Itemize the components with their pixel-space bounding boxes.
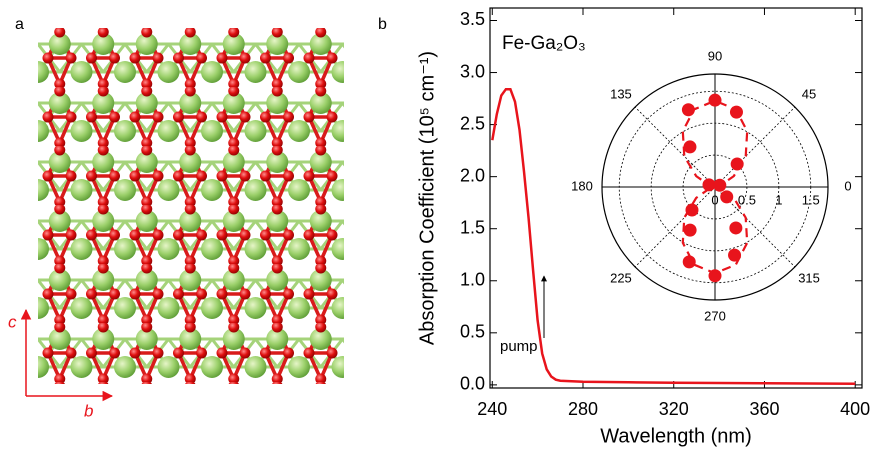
- crystal-structure: [38, 28, 344, 384]
- axis-letter: b: [84, 401, 93, 420]
- angle-tick-label: 45: [802, 87, 816, 102]
- x-tick-label: 360: [749, 399, 779, 419]
- polar-point: [720, 190, 734, 204]
- angle-tick-label: 135: [610, 87, 632, 102]
- y-tick-label: 2.0: [460, 165, 485, 185]
- y-tick-label: 1.5: [460, 217, 485, 237]
- pump-label: pump: [500, 338, 538, 355]
- angle-tick-label: 180: [571, 178, 593, 193]
- polar-point: [730, 157, 744, 171]
- polar-point: [729, 221, 743, 235]
- polar-point: [683, 223, 697, 237]
- polar-point: [708, 93, 722, 107]
- panel-label: a: [15, 16, 24, 33]
- angle-tick-label: 270: [704, 308, 726, 323]
- x-tick-label: 240: [477, 399, 507, 419]
- plot-frame: [489, 7, 863, 389]
- polar-spoke: [714, 106, 796, 188]
- angle-tick-label: 225: [610, 270, 632, 285]
- angle-tick-label: 315: [798, 270, 820, 285]
- panel-label: b: [378, 16, 387, 33]
- r-tick-label: 1.5: [802, 192, 820, 207]
- y-axis-label: Absorption Coefficient (10⁵ cm⁻¹): [416, 51, 438, 345]
- r-tick-label: 1: [775, 192, 782, 207]
- sample-label: Fe-Ga₂O₃: [502, 33, 586, 54]
- angle-tick-label: 90: [708, 48, 722, 63]
- r-tick-label: 0.5: [738, 192, 756, 207]
- x-tick-label: 280: [568, 399, 598, 419]
- polar-point: [685, 203, 699, 217]
- y-tick-label: 3.0: [460, 61, 485, 81]
- polar-spoke: [634, 186, 716, 268]
- fit-curve: [681, 99, 749, 275]
- y-tick-label: 0.0: [460, 374, 485, 394]
- y-tick-label: 1.0: [460, 270, 485, 290]
- polar-point: [683, 140, 697, 154]
- x-axis-label: Wavelength (nm): [600, 425, 752, 447]
- x-tick-label: 320: [659, 399, 689, 419]
- polar-spoke: [634, 106, 716, 188]
- y-tick-label: 0.5: [460, 322, 485, 342]
- x-tick-label: 400: [840, 399, 870, 419]
- polar-point: [682, 255, 696, 269]
- angle-tick-label: 0: [844, 178, 851, 193]
- absorption-curve: [491, 87, 856, 386]
- y-tick-label: 2.5: [460, 113, 485, 133]
- polar-point: [728, 248, 742, 262]
- y-tick-label: 3.5: [460, 9, 485, 29]
- crystal-axes: c b: [8, 308, 114, 420]
- polar-spoke: [714, 186, 796, 268]
- polar-point: [681, 103, 695, 117]
- axis-letter: c: [8, 312, 17, 331]
